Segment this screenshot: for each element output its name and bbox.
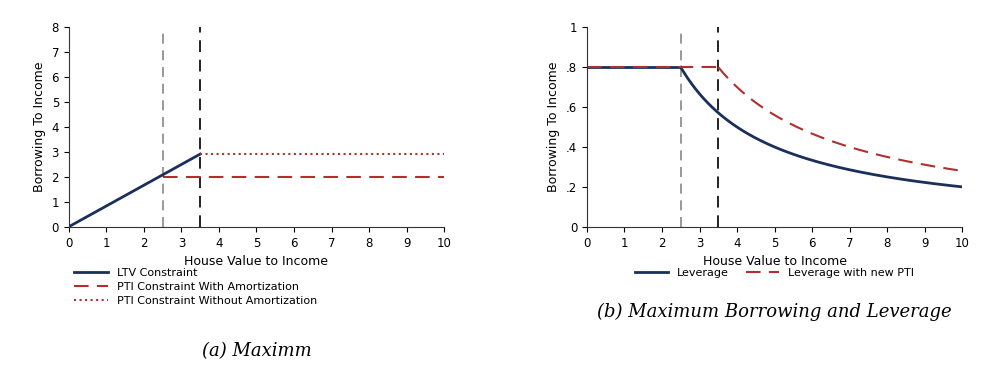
X-axis label: House Value to Income: House Value to Income: [185, 255, 328, 268]
Text: (b) Maximum Borrowing and Leverage: (b) Maximum Borrowing and Leverage: [597, 303, 952, 321]
X-axis label: House Value to Income: House Value to Income: [703, 255, 846, 268]
Text: (a) Maximm: (a) Maximm: [201, 343, 311, 361]
Y-axis label: Borrowing To Income: Borrowing To Income: [547, 62, 561, 192]
Legend: LTV Constraint, PTI Constraint With Amortization, PTI Constraint Without Amortiz: LTV Constraint, PTI Constraint With Amor…: [75, 268, 317, 306]
Legend: Leverage, Leverage with new PTI: Leverage, Leverage with new PTI: [635, 268, 914, 278]
Y-axis label: Borrowing To Income: Borrowing To Income: [33, 62, 46, 192]
